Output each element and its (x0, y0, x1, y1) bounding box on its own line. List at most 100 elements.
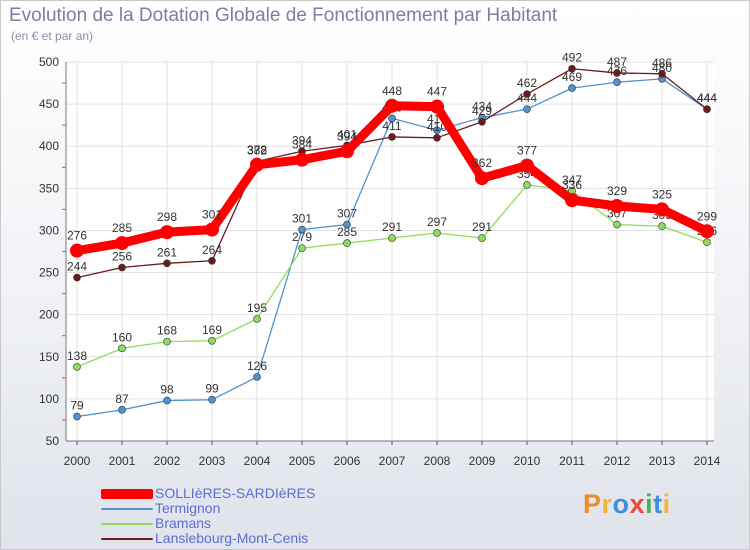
legend-label: Termignon (155, 500, 221, 516)
data-point-solli-res-sardi-res (205, 222, 219, 237)
data-point-solli-res-sardi-res (160, 225, 174, 240)
x-tick-label: 2008 (424, 454, 451, 468)
data-point-solli-res-sardi-res (700, 224, 714, 239)
data-point-termignon (523, 105, 531, 113)
x-tick-label: 2000 (64, 454, 91, 468)
data-label-bramans: 291 (382, 220, 402, 234)
data-label-lanslebourg-mont-cenis: 411 (382, 119, 401, 133)
x-tick-label: 2012 (604, 454, 631, 468)
data-point-bramans (73, 363, 81, 371)
plot-area (66, 62, 714, 441)
data-label-termignon: 301 (292, 212, 312, 226)
legend-swatch (101, 522, 153, 525)
data-label-solli-res-sardi-res: 325 (652, 187, 672, 201)
data-label-lanslebourg-mont-cenis: 261 (157, 245, 177, 259)
logo-letter: i (645, 489, 654, 519)
data-point-lanslebourg-mont-cenis (523, 90, 531, 98)
y-tick-label: 400 (39, 139, 59, 153)
data-label-termignon: 87 (115, 392, 129, 406)
data-point-solli-res-sardi-res (295, 152, 309, 167)
data-point-bramans (478, 234, 486, 242)
data-point-termignon (568, 84, 576, 92)
legend-swatch (101, 537, 153, 540)
data-point-solli-res-sardi-res (610, 199, 624, 214)
y-tick-label: 150 (39, 350, 59, 364)
data-point-termignon (253, 373, 261, 381)
data-point-termignon (433, 126, 441, 135)
chart-title: Evolution de la Dotation Globale de Fonc… (9, 5, 558, 26)
data-point-solli-res-sardi-res (430, 99, 444, 114)
data-point-termignon (163, 396, 171, 405)
logo-letter: P (583, 489, 602, 519)
data-label-lanslebourg-mont-cenis: 462 (517, 76, 537, 90)
data-label-termignon: 434 (472, 100, 492, 114)
data-label-bramans: 168 (157, 324, 177, 338)
data-label-termignon: 98 (160, 383, 174, 397)
x-tick-label: 2006 (334, 454, 361, 468)
data-point-termignon (208, 395, 216, 404)
legend-swatch (101, 507, 153, 510)
data-point-bramans (208, 336, 216, 345)
data-label-termignon: 79 (70, 399, 84, 413)
data-point-lanslebourg-mont-cenis (703, 105, 711, 113)
data-label-lanslebourg-mont-cenis: 492 (562, 51, 582, 65)
data-label-solli-res-sardi-res: 447 (427, 85, 447, 99)
data-label-lanslebourg-mont-cenis: 264 (202, 243, 222, 257)
data-point-bramans (343, 239, 351, 247)
y-tick-label: 250 (39, 266, 59, 280)
data-label-termignon: 469 (562, 70, 582, 84)
data-point-lanslebourg-mont-cenis (658, 69, 666, 78)
data-point-solli-res-sardi-res (340, 144, 354, 159)
logo-letter: o (612, 489, 630, 519)
data-point-lanslebourg-mont-cenis (613, 69, 621, 77)
x-tick-label: 2005 (289, 454, 316, 468)
data-point-solli-res-sardi-res (385, 98, 399, 113)
data-label-solli-res-sardi-res: 276 (67, 229, 87, 243)
data-label-lanslebourg-mont-cenis: 382 (247, 143, 267, 157)
chart-subtitle: (en € et par an) (11, 29, 94, 43)
data-point-solli-res-sardi-res (520, 158, 534, 173)
y-tick-label: 350 (39, 181, 59, 195)
logo-letter: x (629, 489, 646, 519)
data-point-solli-res-sardi-res (250, 157, 264, 172)
y-tick-label: 450 (39, 97, 59, 111)
data-label-solli-res-sardi-res: 378 (247, 143, 267, 157)
data-label-lanslebourg-mont-cenis: 429 (472, 104, 492, 118)
y-tick-label: 100 (39, 392, 59, 406)
x-tick-label: 2002 (154, 454, 181, 468)
data-point-solli-res-sardi-res (655, 202, 669, 217)
data-label-termignon: 307 (337, 207, 357, 221)
x-tick-label: 2003 (199, 454, 226, 468)
data-point-termignon (118, 406, 126, 414)
data-point-bramans (298, 244, 306, 252)
data-label-solli-res-sardi-res: 336 (562, 178, 582, 192)
data-point-bramans (163, 337, 171, 346)
data-label-solli-res-sardi-res: 377 (517, 144, 537, 158)
x-tick-label: 2009 (469, 454, 496, 468)
data-point-termignon (298, 225, 306, 234)
data-label-solli-res-sardi-res: 299 (697, 209, 717, 223)
data-point-bramans (658, 222, 666, 231)
y-tick-label: 500 (39, 55, 59, 69)
data-point-bramans (613, 220, 621, 229)
data-point-termignon (343, 220, 351, 229)
data-label-solli-res-sardi-res: 285 (112, 221, 132, 235)
data-label-termignon: 126 (247, 359, 267, 373)
data-label-termignon: 444 (697, 91, 717, 105)
data-point-solli-res-sardi-res (475, 171, 489, 186)
x-tick-label: 2011 (559, 454, 585, 468)
data-label-lanslebourg-mont-cenis: 256 (112, 250, 132, 264)
data-label-bramans: 285 (337, 225, 357, 239)
x-tick-label: 2007 (379, 454, 406, 468)
data-label-termignon: 480 (652, 61, 672, 75)
x-tick-label: 2013 (649, 454, 676, 468)
data-point-lanslebourg-mont-cenis (163, 259, 171, 268)
data-point-bramans (118, 344, 126, 353)
data-point-lanslebourg-mont-cenis (388, 133, 396, 141)
legend-label: Bramans (155, 515, 212, 531)
data-point-termignon (388, 114, 396, 123)
data-point-lanslebourg-mont-cenis (478, 117, 486, 126)
x-tick-label: 2010 (514, 454, 541, 468)
logo-letter: i (662, 489, 671, 519)
logo-letter: r (601, 489, 613, 519)
